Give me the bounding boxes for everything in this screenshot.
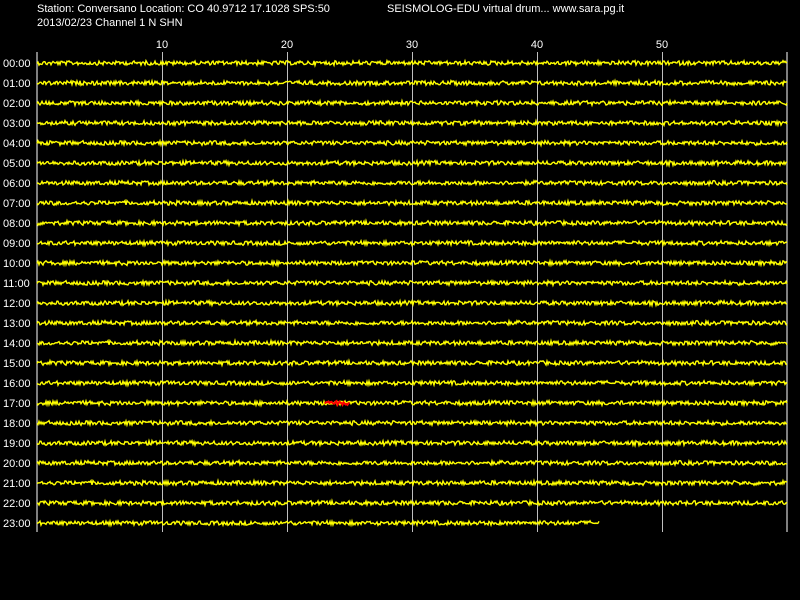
trace-2100 xyxy=(36,477,788,488)
hour-label: 19:00 xyxy=(3,438,31,450)
hour-label: 07:00 xyxy=(3,198,31,210)
hour-label: 16:00 xyxy=(3,378,31,390)
trace-0000 xyxy=(36,58,788,68)
hour-label: 10:00 xyxy=(3,258,31,270)
trace-1200 xyxy=(36,298,788,308)
hour-label: 21:00 xyxy=(3,478,31,490)
seismic-events xyxy=(324,399,351,408)
hour-label: 00:00 xyxy=(3,58,31,70)
trace-1600 xyxy=(36,378,788,388)
hour-label: 01:00 xyxy=(3,78,31,90)
hour-label: 14:00 xyxy=(3,338,31,350)
x-tick-label: 20 xyxy=(281,39,293,51)
trace-2300 xyxy=(36,518,600,528)
event-marker xyxy=(324,399,351,408)
hour-label: 02:00 xyxy=(3,98,31,110)
trace-2200 xyxy=(36,498,788,508)
x-tick-label: 40 xyxy=(531,39,543,51)
hour-label: 11:00 xyxy=(3,278,30,290)
trace-0500 xyxy=(36,158,788,168)
trace-0700 xyxy=(36,197,788,208)
hour-label: 13:00 xyxy=(3,318,31,330)
trace-1400 xyxy=(36,337,788,348)
hour-label: 15:00 xyxy=(3,358,31,370)
hour-label: 04:00 xyxy=(3,138,31,150)
hour-label: 09:00 xyxy=(3,238,31,250)
station-info: Station: Conversano Location: CO 40.9712… xyxy=(37,3,330,15)
x-tick-label: 10 xyxy=(156,39,168,51)
hour-label: 05:00 xyxy=(3,158,31,170)
trace-1800 xyxy=(36,418,788,428)
trace-1100 xyxy=(36,278,788,288)
trace-1700 xyxy=(36,398,788,408)
hour-label: 12:00 xyxy=(3,298,31,310)
trace-1000 xyxy=(36,258,788,268)
hour-label: 06:00 xyxy=(3,178,31,190)
hour-labels: 00:00 01:00 02:00 03:00 04:00 05:00 06:00 07:00… xyxy=(3,58,31,530)
hour-label: 17:00 xyxy=(3,398,31,410)
trace-2000 xyxy=(36,458,788,468)
trace-0100 xyxy=(36,78,788,88)
trace-0600 xyxy=(36,178,788,188)
trace-1300 xyxy=(36,318,788,328)
hour-label: 23:00 xyxy=(3,518,31,530)
trace-1900 xyxy=(36,438,788,448)
trace-0300 xyxy=(36,118,788,128)
trace-0900 xyxy=(36,238,788,248)
trace-0200 xyxy=(36,98,788,108)
app-title: SEISMOLOG-EDU virtual drum... www.sara.p… xyxy=(387,3,625,15)
hour-label: 03:00 xyxy=(3,118,31,130)
trace-0800 xyxy=(36,218,788,228)
hour-label: 20:00 xyxy=(3,458,31,470)
hour-label: 22:00 xyxy=(3,498,31,510)
seismic-traces xyxy=(36,58,788,528)
date-channel-info: 2013/02/23 Channel 1 N SHN xyxy=(37,17,183,29)
hour-label: 08:00 xyxy=(3,218,31,230)
hour-label: 18:00 xyxy=(3,418,31,430)
trace-1500 xyxy=(36,358,788,368)
trace-0400 xyxy=(36,138,788,148)
x-tick-label: 50 xyxy=(656,39,668,51)
x-tick-label: 30 xyxy=(406,39,418,51)
x-tick-labels: 10 20 30 40 50 xyxy=(156,39,668,51)
grid-lines xyxy=(36,52,788,532)
